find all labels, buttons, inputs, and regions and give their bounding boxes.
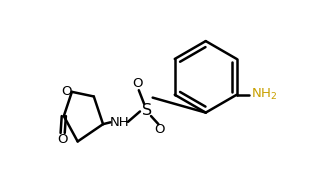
Text: O: O bbox=[57, 133, 68, 146]
Text: NH$_2$: NH$_2$ bbox=[250, 87, 277, 102]
Text: NH: NH bbox=[109, 116, 129, 129]
Text: S: S bbox=[142, 103, 152, 118]
Text: O: O bbox=[133, 77, 143, 90]
Text: O: O bbox=[62, 85, 72, 98]
Text: O: O bbox=[154, 124, 165, 136]
